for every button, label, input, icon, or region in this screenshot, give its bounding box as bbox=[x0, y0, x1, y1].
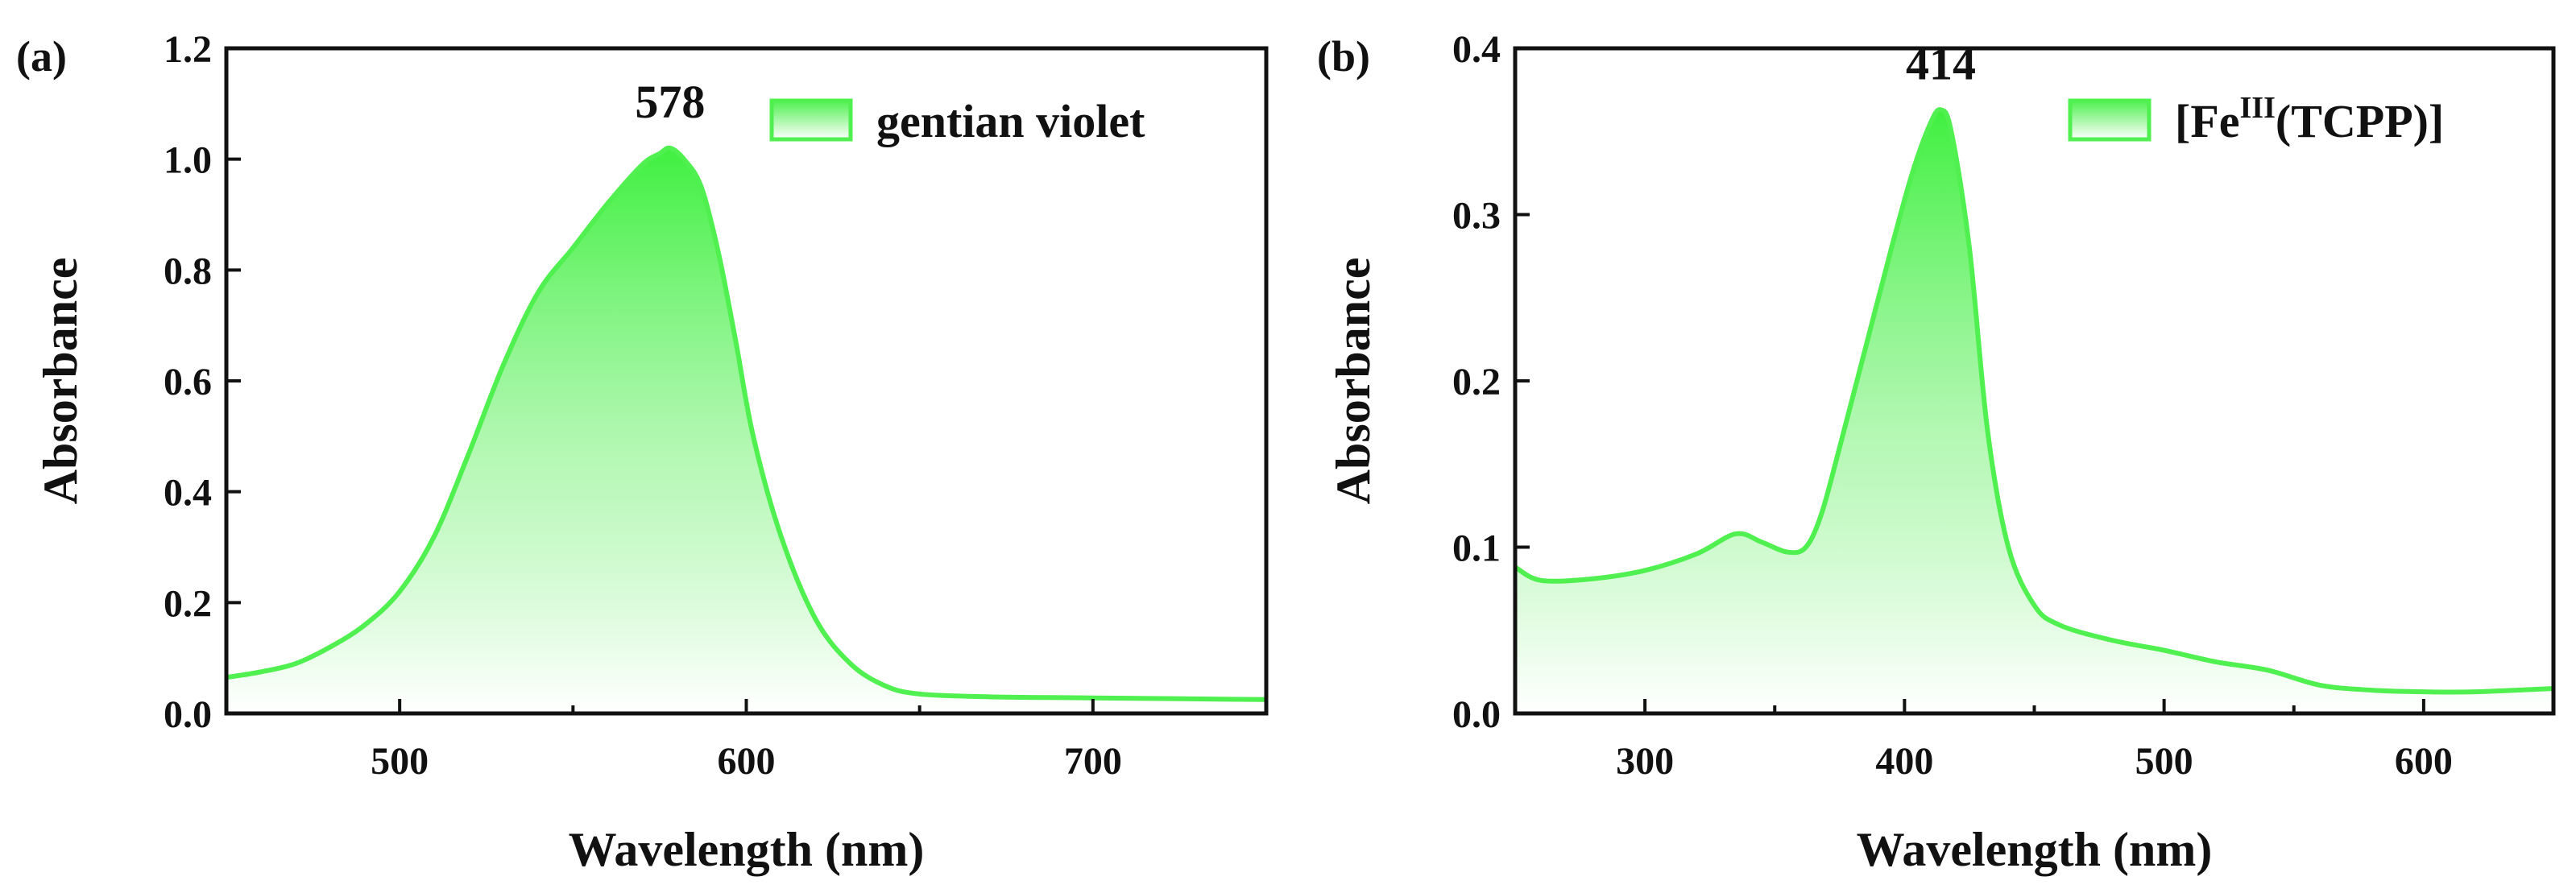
legend: [FeIII(TCPP)] bbox=[2068, 91, 2444, 147]
x-tick-label: 600 bbox=[2395, 740, 2453, 783]
panel-label: (b) bbox=[1317, 32, 1370, 81]
y-tick-label: 0.8 bbox=[164, 250, 212, 292]
x-axis-title: Wavelength (nm) bbox=[569, 823, 925, 876]
x-tick-label: 400 bbox=[1875, 740, 1933, 783]
legend-label: gentian violet bbox=[876, 95, 1145, 147]
x-tick-label: 700 bbox=[1064, 740, 1122, 783]
y-tick-label: 0.2 bbox=[164, 582, 212, 625]
y-axis-title: Absorbance bbox=[34, 258, 87, 505]
y-tick-label: 0.1 bbox=[1452, 527, 1501, 570]
x-tick-label: 600 bbox=[718, 740, 776, 783]
legend-label: [FeIII(TCPP)] bbox=[2175, 91, 2444, 147]
x-tick-label: 300 bbox=[1616, 740, 1674, 783]
spectrum-line bbox=[226, 145, 1266, 702]
legend-swatch bbox=[2068, 98, 2151, 142]
peak-label: 414 bbox=[1906, 37, 1976, 89]
panel-b: 300 400 500 600 0.0 0.1 0.2 0.3 0.4 Wavelength (n… bbox=[1317, 28, 2556, 876]
spectrum-area bbox=[1515, 110, 2553, 713]
y-tick-label: 1.0 bbox=[164, 139, 212, 182]
y-tick-label: 0.2 bbox=[1452, 361, 1501, 403]
peak-label: 578 bbox=[635, 76, 705, 128]
y-tick-label: 0.0 bbox=[1452, 693, 1501, 736]
y-tick-label: 1.2 bbox=[164, 28, 212, 71]
y-tick-label: 0.6 bbox=[164, 361, 212, 403]
x-tick-label: 500 bbox=[2135, 740, 2193, 783]
legend-swatch bbox=[769, 98, 853, 142]
spectrum-area bbox=[226, 147, 1266, 713]
legend: gentian violet bbox=[769, 95, 1145, 147]
spectrum-line bbox=[1515, 107, 2553, 695]
y-tick-label: 0.0 bbox=[164, 693, 212, 736]
panel-label: (a) bbox=[16, 32, 67, 81]
y-tick-label: 0.4 bbox=[164, 472, 212, 515]
x-axis-title: Wavelength (nm) bbox=[1857, 823, 2213, 876]
y-axis-title: Absorbance bbox=[1327, 258, 1380, 505]
y-tick-label: 0.3 bbox=[1452, 195, 1501, 238]
x-tick-label: 500 bbox=[371, 740, 429, 783]
panel-a: 500 600 700 0.0 0.2 0.4 0.6 0.8 1.0 1.2 Wavelength… bbox=[16, 28, 1269, 876]
y-tick-label: 0.4 bbox=[1452, 28, 1501, 71]
